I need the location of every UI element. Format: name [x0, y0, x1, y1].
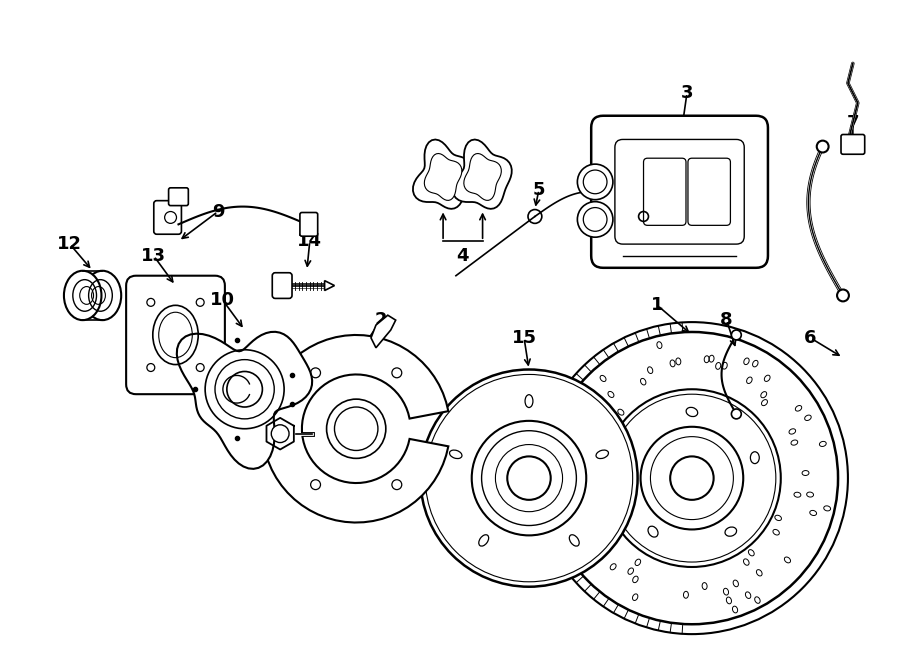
Circle shape [837, 290, 849, 301]
FancyBboxPatch shape [168, 188, 188, 206]
FancyBboxPatch shape [300, 212, 318, 236]
Circle shape [639, 212, 649, 221]
FancyBboxPatch shape [841, 134, 865, 154]
Circle shape [732, 409, 742, 419]
Text: 6: 6 [804, 329, 816, 347]
Polygon shape [263, 335, 448, 523]
Text: 14: 14 [297, 232, 322, 250]
Circle shape [545, 332, 838, 624]
FancyBboxPatch shape [126, 276, 225, 394]
Text: 8: 8 [720, 311, 733, 329]
Text: 1: 1 [651, 296, 663, 315]
Polygon shape [371, 315, 396, 348]
Circle shape [578, 164, 613, 200]
Circle shape [420, 369, 637, 587]
FancyBboxPatch shape [591, 116, 768, 268]
Text: 13: 13 [141, 247, 166, 265]
Text: 11: 11 [255, 440, 280, 457]
Circle shape [327, 399, 386, 458]
Text: 4: 4 [456, 247, 469, 265]
Text: 3: 3 [680, 84, 693, 102]
FancyBboxPatch shape [273, 273, 292, 298]
Text: 10: 10 [211, 292, 236, 309]
Polygon shape [424, 153, 462, 200]
Text: 9: 9 [212, 202, 224, 221]
Text: 12: 12 [58, 235, 83, 253]
FancyBboxPatch shape [154, 201, 182, 234]
Polygon shape [325, 281, 335, 291]
Text: 2: 2 [374, 311, 387, 329]
Circle shape [816, 141, 829, 153]
Polygon shape [464, 153, 501, 200]
Circle shape [271, 425, 289, 443]
Text: 7: 7 [847, 114, 860, 132]
Circle shape [732, 330, 742, 340]
Polygon shape [413, 139, 472, 209]
Ellipse shape [64, 271, 102, 320]
Circle shape [578, 202, 613, 237]
Polygon shape [176, 332, 312, 469]
Ellipse shape [84, 271, 122, 320]
Text: 5: 5 [533, 181, 545, 199]
Polygon shape [266, 418, 294, 449]
Polygon shape [453, 139, 512, 209]
Circle shape [528, 210, 542, 223]
Text: 15: 15 [511, 329, 536, 347]
